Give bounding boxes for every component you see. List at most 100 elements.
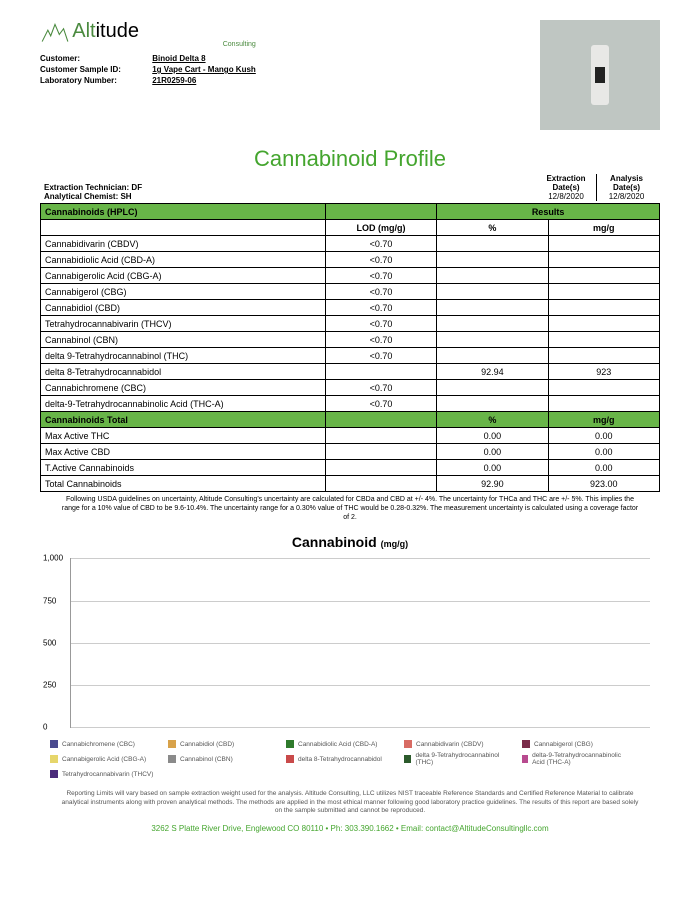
table-row: Cannabigerolic Acid (CBG-A)<0.70	[41, 268, 660, 284]
td-lod: <0.70	[325, 348, 436, 364]
logo-text: Altitude Consulting	[40, 20, 256, 48]
table-body: Cannabidivarin (CBDV)<0.70Cannabidiolic …	[41, 236, 660, 412]
chart-title-text: Cannabinoid	[292, 534, 377, 550]
table-row: Cannabigerol (CBG)<0.70	[41, 284, 660, 300]
gridline	[71, 643, 650, 644]
th-mgg: mg/g	[548, 220, 659, 236]
td-mgg: 0.00	[548, 444, 659, 460]
td-pct: 0.00	[437, 460, 548, 476]
sample-photo	[540, 20, 660, 130]
bar-chart: 02505007501,000	[70, 558, 650, 728]
y-axis-label: 250	[43, 681, 56, 690]
td-name: Total Cannabinoids	[41, 476, 326, 492]
td-pct	[437, 332, 548, 348]
legend-item: Cannabinol (CBN)	[168, 752, 276, 766]
td-lod: <0.70	[325, 252, 436, 268]
y-axis-label: 750	[43, 596, 56, 605]
legend-swatch	[404, 755, 411, 763]
y-axis-label: 1,000	[43, 554, 63, 563]
dates-block: Extraction Date(s) 12/8/2020 Analysis Da…	[536, 174, 656, 201]
table-row: Cannabidiol (CBD)<0.70	[41, 300, 660, 316]
td-name: delta-9-Tetrahydrocannabinolic Acid (THC…	[41, 396, 326, 412]
td-mgg	[548, 300, 659, 316]
td-mgg	[548, 316, 659, 332]
legend-label: delta 9-Tetrahydrocannabinol (THC)	[415, 752, 512, 766]
table-row: Tetrahydrocannabivarin (THCV)<0.70	[41, 316, 660, 332]
totals-row: Max Active THC0.000.00	[41, 428, 660, 444]
extraction-date-col: Extraction Date(s) 12/8/2020	[536, 174, 596, 201]
y-axis-label: 500	[43, 638, 56, 647]
gridline	[71, 685, 650, 686]
legend-swatch	[286, 740, 294, 748]
td-lod	[325, 364, 436, 380]
logo-brand-b: itude	[96, 20, 139, 42]
meta-value: 21R0259-06	[152, 76, 196, 85]
td-mgg	[548, 396, 659, 412]
meta-value: 1g Vape Cart - Mango Kush	[152, 65, 256, 74]
td-name: T.Active Cannabinoids	[41, 460, 326, 476]
td-mgg: 923.00	[548, 476, 659, 492]
mountain-icon	[40, 23, 70, 43]
table-row: Cannabidiolic Acid (CBD-A)<0.70	[41, 252, 660, 268]
legend-item: Cannabidiolic Acid (CBD-A)	[286, 740, 394, 748]
legend-swatch	[286, 755, 294, 763]
analytical-chemist: Analytical Chemist: SH	[44, 192, 142, 201]
legend-label: Cannabidiol (CBD)	[180, 741, 234, 748]
logo: Altitude Consulting	[40, 20, 256, 48]
td-name: Cannabigerol (CBG)	[41, 284, 326, 300]
date-value: 12/8/2020	[540, 192, 592, 201]
extraction-tech: Extraction Technician: DF	[44, 183, 142, 192]
gridline	[71, 601, 650, 602]
td-name: Cannabidivarin (CBDV)	[41, 236, 326, 252]
legend-label: Cannabichromene (CBC)	[62, 741, 135, 748]
legend-swatch	[168, 740, 176, 748]
meta-sample: Customer Sample ID: 1g Vape Cart - Mango…	[40, 65, 256, 74]
td-pct: 92.94	[437, 364, 548, 380]
legend-item: delta 9-Tetrahydrocannabinol (THC)	[404, 752, 512, 766]
th-pct: %	[437, 412, 548, 428]
td-mgg: 0.00	[548, 460, 659, 476]
td-name: Cannabidiolic Acid (CBD-A)	[41, 252, 326, 268]
td-name: Cannabichromene (CBC)	[41, 380, 326, 396]
meta-label: Customer Sample ID:	[40, 65, 150, 74]
legend-item: Cannabigerolic Acid (CBG-A)	[50, 752, 158, 766]
table-row: delta 8-Tetrahydrocannabidol 92.94923	[41, 364, 660, 380]
meta-label: Customer:	[40, 54, 150, 63]
legend-swatch	[50, 740, 58, 748]
th-pct: %	[437, 220, 548, 236]
chart-title: Cannabinoid (mg/g)	[40, 534, 660, 550]
td-pct	[437, 380, 548, 396]
td-name: Max Active CBD	[41, 444, 326, 460]
td-blank	[325, 428, 436, 444]
table-row: Cannabinol (CBN)<0.70	[41, 332, 660, 348]
td-mgg: 923	[548, 364, 659, 380]
td-pct	[437, 284, 548, 300]
meta-label: Laboratory Number:	[40, 76, 150, 85]
td-lod: <0.70	[325, 284, 436, 300]
header: Altitude Consulting Customer: Binoid Del…	[40, 20, 660, 130]
legend-swatch	[522, 740, 530, 748]
td-lod: <0.70	[325, 300, 436, 316]
th-blank	[41, 220, 326, 236]
td-lod: <0.70	[325, 268, 436, 284]
meta-customer: Customer: Binoid Delta 8	[40, 54, 256, 63]
gridline	[71, 727, 650, 728]
uncertainty-footnote: Following USDA guidelines on uncertainty…	[60, 496, 640, 522]
td-lod: <0.70	[325, 396, 436, 412]
td-name: Cannabigerolic Acid (CBG-A)	[41, 268, 326, 284]
date-header: Analysis Date(s)	[601, 174, 652, 192]
table-row: delta-9-Tetrahydrocannabinolic Acid (THC…	[41, 396, 660, 412]
table-subheader-row: LOD (mg/g) % mg/g	[41, 220, 660, 236]
title-row: Extraction Technician: DF Analytical Che…	[40, 174, 660, 201]
td-name: Max Active THC	[41, 428, 326, 444]
td-pct	[437, 348, 548, 364]
legend-item: delta-9-Tetrahydrocannabinolic Acid (THC…	[522, 752, 630, 766]
chart-legend: Cannabichromene (CBC) Cannabidiol (CBD) Ca…	[50, 740, 650, 778]
td-mgg	[548, 380, 659, 396]
td-name: delta 8-Tetrahydrocannabidol	[41, 364, 326, 380]
legend-label: Cannabidivarin (CBDV)	[416, 741, 484, 748]
td-lod: <0.70	[325, 316, 436, 332]
th-results: Results	[437, 204, 660, 220]
td-lod: <0.70	[325, 332, 436, 348]
td-mgg	[548, 284, 659, 300]
